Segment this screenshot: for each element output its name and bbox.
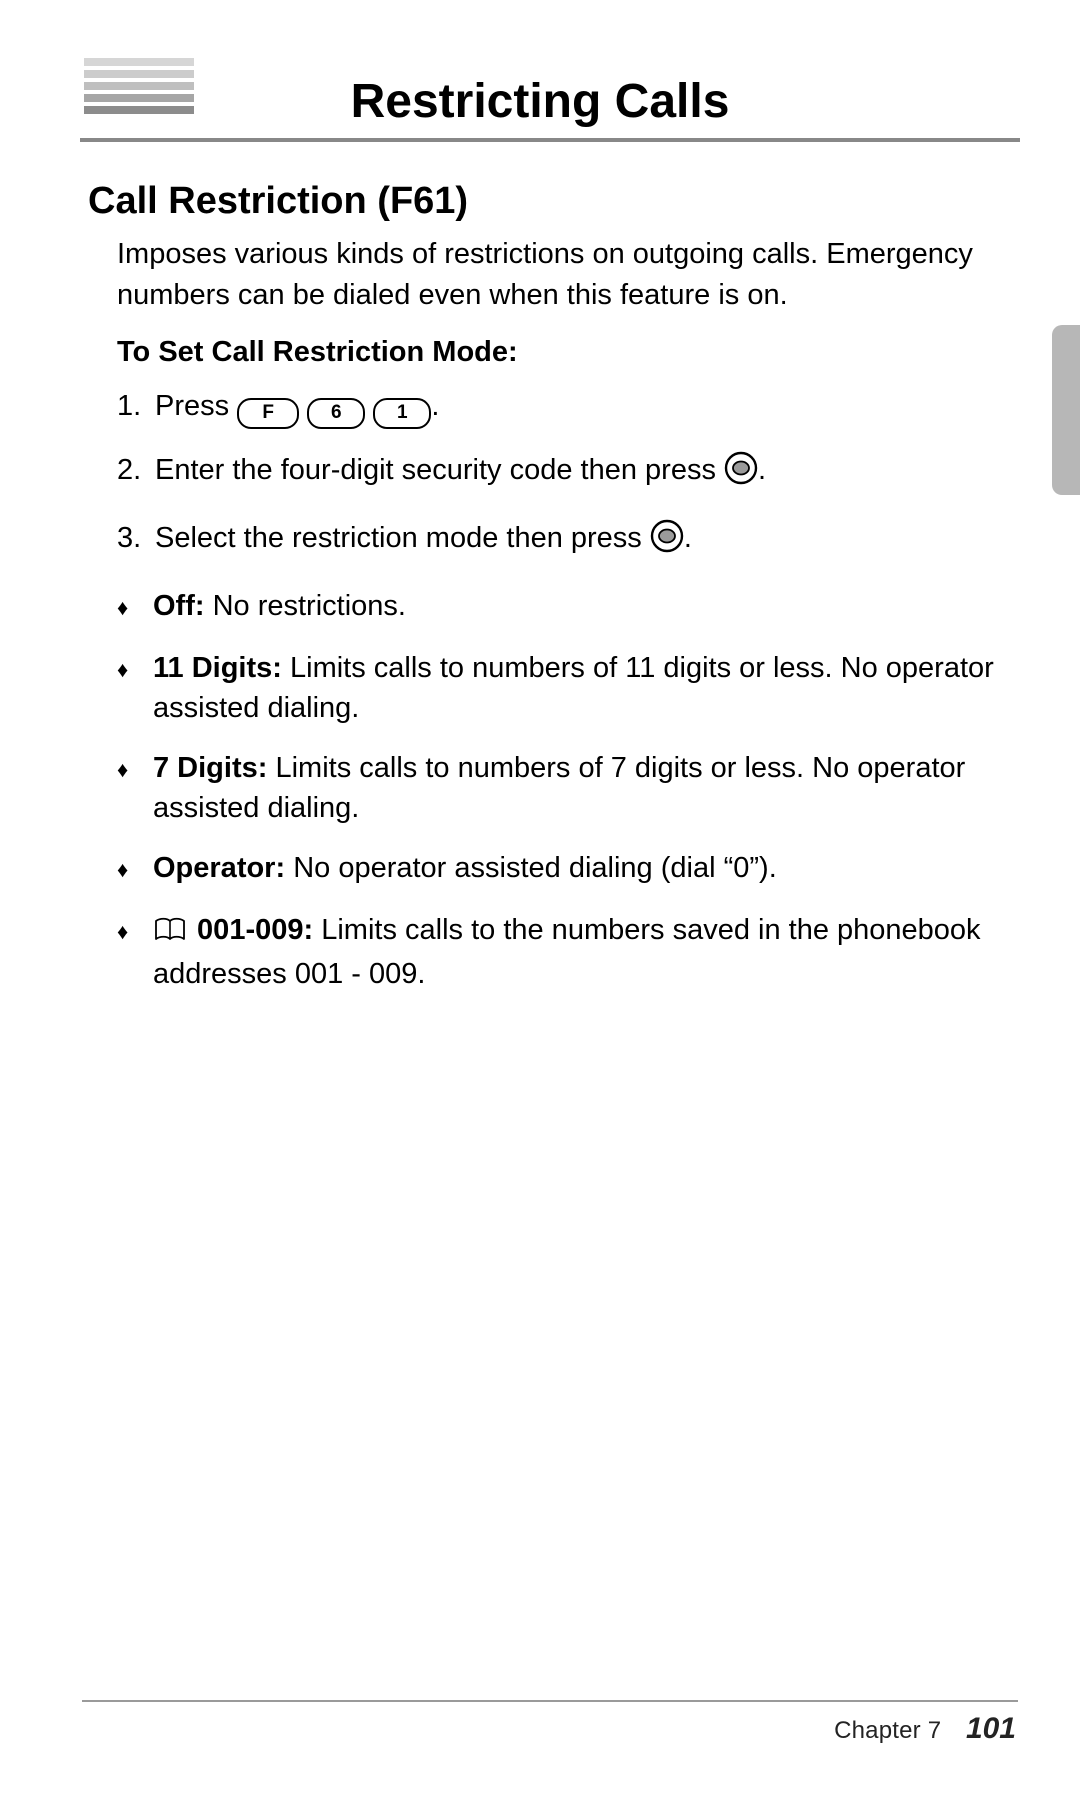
section-heading: Call Restriction (F61) — [88, 180, 468, 223]
sub-heading: To Set Call Restriction Mode: — [117, 336, 518, 369]
side-tab — [1052, 325, 1080, 495]
diamond-bullet-icon: ♦ — [117, 586, 153, 628]
footer-page-number: 101 — [966, 1712, 1016, 1745]
step-2-text-b: . — [758, 454, 766, 486]
step-3-text-a: Select the restriction mode then press — [155, 522, 650, 554]
key-6-icon: 6 — [307, 398, 365, 429]
ok-button-icon — [724, 451, 758, 497]
steps-list: 1. Press F 6 1. 2. Enter the four-digit … — [117, 386, 997, 1014]
step-1: 1. Press F 6 1. — [117, 386, 997, 429]
mode-name: 001-009: — [189, 914, 313, 946]
page: Restricting Calls Call Restriction (F61)… — [0, 0, 1080, 1800]
step-number: 2. — [117, 450, 155, 497]
step-text: Press F 6 1. — [155, 386, 997, 429]
step-1-prefix: Press — [155, 390, 237, 422]
mode-item: ♦ 001-009: Limits calls to the numbers s… — [117, 910, 997, 994]
diamond-bullet-icon: ♦ — [117, 848, 153, 890]
mode-text: 001-009: Limits calls to the numbers sav… — [153, 910, 997, 994]
step-number: 1. — [117, 386, 155, 429]
ok-button-icon — [650, 519, 684, 565]
step-2-text-a: Enter the four-digit security code then … — [155, 454, 724, 486]
page-title: Restricting Calls — [0, 74, 1080, 129]
step-text: Select the restriction mode then press . — [155, 518, 997, 565]
mode-name: 11 Digits: — [153, 652, 282, 684]
mode-desc: Limits calls to numbers of 7 digits or l… — [153, 752, 965, 824]
diamond-bullet-icon: ♦ — [117, 648, 153, 728]
footer: Chapter 7 101 — [834, 1712, 1016, 1746]
step-text: Enter the four-digit security code then … — [155, 450, 997, 497]
key-f-icon: F — [237, 398, 299, 429]
mode-desc: No operator assisted dialing (dial “0”). — [285, 852, 777, 884]
title-area: Restricting Calls — [0, 74, 1080, 139]
mode-desc: No restrictions. — [205, 590, 406, 622]
mode-item: ♦11 Digits: Limits calls to numbers of 1… — [117, 648, 997, 728]
mode-item: ♦Operator: No operator assisted dialing … — [117, 848, 997, 890]
mode-item: ♦7 Digits: Limits calls to numbers of 7 … — [117, 748, 997, 828]
step-1-suffix: . — [431, 390, 439, 422]
footer-chapter: Chapter 7 — [834, 1717, 941, 1744]
title-underline — [80, 138, 1020, 142]
footer-rule — [82, 1700, 1018, 1702]
diamond-bullet-icon: ♦ — [117, 748, 153, 828]
mode-item: ♦Off: No restrictions. — [117, 586, 997, 628]
mode-name: Operator: — [153, 852, 285, 884]
intro-paragraph: Imposes various kinds of restrictions on… — [117, 234, 997, 316]
mode-name: Off: — [153, 590, 205, 622]
key-1-icon: 1 — [373, 398, 431, 429]
step-2: 2. Enter the four-digit security code th… — [117, 450, 997, 497]
phonebook-icon — [153, 914, 187, 954]
mode-text: 11 Digits: Limits calls to numbers of 11… — [153, 648, 997, 728]
step-number: 3. — [117, 518, 155, 565]
mode-text: Off: No restrictions. — [153, 586, 997, 628]
diamond-bullet-icon: ♦ — [117, 910, 153, 994]
mode-name: 7 Digits: — [153, 752, 267, 784]
step-3: 3. Select the restriction mode then pres… — [117, 518, 997, 565]
mode-text: Operator: No operator assisted dialing (… — [153, 848, 997, 890]
modes-list: ♦Off: No restrictions.♦11 Digits: Limits… — [117, 586, 997, 994]
step-3-text-b: . — [684, 522, 692, 554]
mode-text: 7 Digits: Limits calls to numbers of 7 d… — [153, 748, 997, 828]
